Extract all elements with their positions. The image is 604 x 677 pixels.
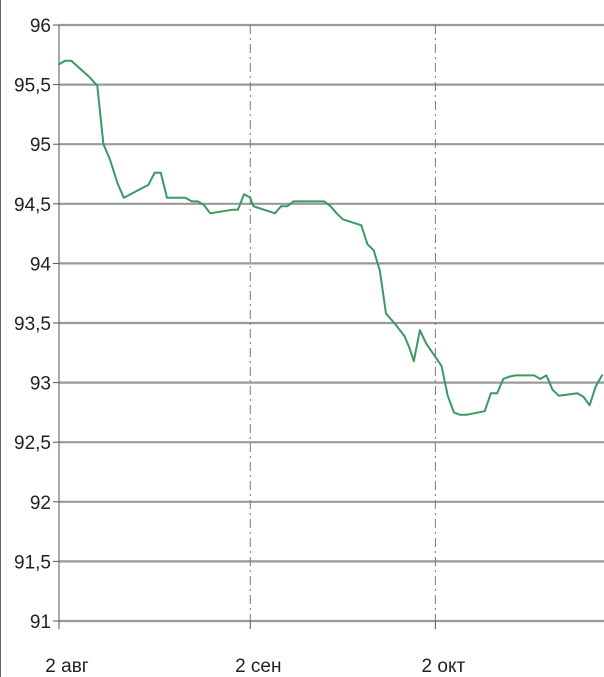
data-point	[70, 59, 73, 62]
data-point	[412, 360, 415, 362]
y-tick-label: 94	[30, 254, 52, 275]
data-point	[378, 269, 381, 272]
y-tick-label: 95,5	[14, 76, 51, 97]
axes	[0, 0, 436, 677]
data-point	[508, 375, 511, 378]
y-tick-label: 91	[30, 612, 51, 633]
x-tick-label: 2 сен	[235, 656, 281, 677]
data-point	[292, 200, 295, 203]
data-point	[582, 396, 585, 398]
y-tick-label: 94,5	[14, 195, 51, 216]
data-point	[190, 200, 193, 203]
data-point	[184, 196, 187, 199]
data-point	[490, 392, 492, 395]
series-layer	[58, 59, 603, 416]
data-point	[252, 205, 255, 208]
data-point	[496, 392, 498, 395]
data-point	[403, 335, 406, 337]
data-point	[551, 388, 554, 391]
data-point	[440, 365, 443, 367]
data-point	[341, 218, 344, 221]
data-point	[385, 312, 387, 315]
data-point	[483, 410, 486, 413]
y-tick-label: 91,5	[14, 552, 51, 573]
y-tick-label: 96	[30, 16, 51, 37]
tick-labels: 96 95,5 95 94,5 94 93,5 93 92,5 92 91,5 91 2 авг 2 с…	[14, 16, 465, 677]
data-point	[557, 394, 560, 397]
data-point	[79, 68, 82, 70]
y-tick-label: 92,5	[14, 433, 51, 454]
data-point	[159, 171, 162, 174]
data-point	[588, 404, 591, 407]
data-point	[366, 243, 369, 246]
data-point	[166, 196, 168, 199]
data-point	[116, 182, 119, 185]
data-point	[408, 347, 411, 349]
data-point	[594, 385, 597, 388]
data-point	[280, 205, 282, 208]
data-point	[533, 374, 535, 377]
data-point	[502, 378, 505, 380]
data-point	[243, 193, 246, 196]
data-point	[230, 208, 233, 211]
x-tick-label: 2 авг	[45, 656, 89, 677]
data-point	[446, 394, 449, 397]
data-point	[323, 200, 326, 203]
data-point	[576, 392, 579, 395]
data-point	[539, 378, 542, 380]
y-tick-label: 95	[30, 135, 51, 156]
data-point	[425, 342, 427, 345]
data-point	[153, 171, 156, 174]
data-point	[601, 374, 603, 377]
data-point	[274, 212, 276, 215]
data-point	[196, 200, 199, 203]
data-point	[372, 249, 375, 252]
data-point	[459, 413, 461, 416]
data-point	[249, 196, 252, 199]
data-point	[514, 374, 517, 377]
data-point	[122, 196, 125, 199]
gridlines	[59, 23, 604, 623]
data-point	[335, 212, 338, 215]
data-point	[102, 143, 105, 146]
data-point	[58, 63, 60, 66]
data-point	[108, 157, 111, 160]
y-tick-label: 92	[30, 493, 51, 514]
data-point	[465, 413, 468, 416]
y-tick-label: 93	[30, 374, 51, 395]
data-point	[237, 208, 239, 211]
data-point	[545, 374, 548, 377]
data-point	[286, 205, 289, 208]
data-point	[64, 59, 67, 62]
data-point	[394, 323, 397, 326]
data-point	[203, 204, 205, 206]
x-tick-label: 2 окт	[422, 656, 466, 677]
data-point	[360, 224, 363, 227]
data-point	[147, 183, 150, 186]
data-point	[96, 84, 99, 87]
y-tick-label: 93,5	[14, 314, 51, 335]
data-point	[88, 76, 91, 79]
data-point	[329, 205, 332, 208]
data-point	[453, 411, 455, 414]
data-point	[419, 329, 421, 332]
data-point	[209, 212, 212, 215]
series-line	[58, 59, 603, 416]
